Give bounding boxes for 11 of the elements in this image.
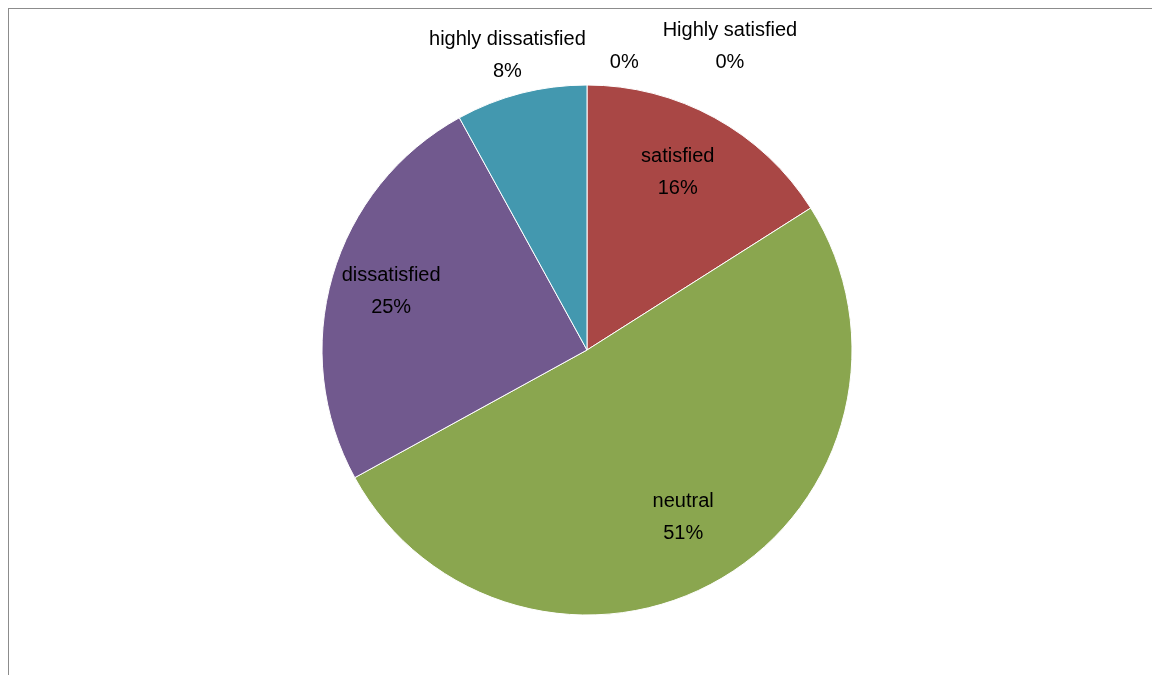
data-label: 16% [657, 175, 698, 198]
data-label: 8% [492, 59, 523, 82]
data-label: 25% [371, 294, 412, 317]
slice-label: neutral [652, 489, 714, 512]
slice-label: satisfied [641, 143, 715, 166]
slice-label: dissatisfied [341, 262, 441, 285]
text: 0% [609, 50, 639, 72]
data-label: 51% [663, 521, 704, 544]
slice-label: highly dissatisfied [429, 27, 586, 50]
category-label: Highly satisfied [662, 18, 798, 40]
text: 0% [715, 50, 745, 72]
